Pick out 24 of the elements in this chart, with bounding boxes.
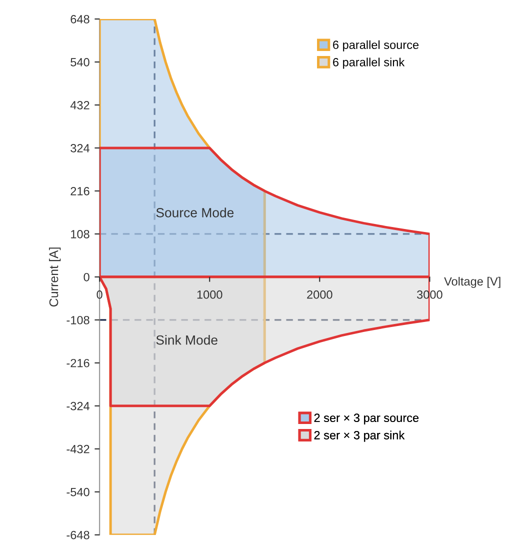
annotation: Sink Mode — [156, 335, 218, 345]
y-tick-label: -648 — [66, 530, 90, 540]
legend-label: 6 parallel source — [333, 40, 419, 52]
y-tick-label: -216 — [66, 358, 90, 368]
x-tick-label: 2000 — [307, 290, 332, 299]
legend-label: 2 ser × 3 par sink — [314, 430, 405, 442]
y-tick-label: -540 — [66, 488, 90, 496]
y-tick-label: 648 — [70, 15, 90, 24]
x-tick-label: 1000 — [197, 290, 222, 299]
y-tick-label: -432 — [66, 444, 90, 454]
legend-label: 6 parallel sink — [333, 58, 405, 69]
x-tick-label: 0 — [96, 290, 102, 299]
y-tick-label: 324 — [70, 144, 90, 152]
y-tick-label: 0 — [84, 272, 90, 282]
legend-label: 2 ser × 3 par source — [314, 414, 419, 424]
y-tick-label: -108 — [66, 316, 90, 324]
y-axis-title: Current [A] — [49, 248, 61, 307]
y-tick-label: 432 — [70, 101, 90, 110]
y-tick-label: -324 — [66, 402, 90, 410]
annotation: Source Mode — [156, 208, 234, 218]
y-tick-label: 108 — [71, 230, 90, 238]
y-tick-label: 540 — [70, 58, 90, 66]
x-axis-title: Voltage [V] — [444, 276, 500, 288]
y-tick-label: 216 — [70, 186, 90, 196]
